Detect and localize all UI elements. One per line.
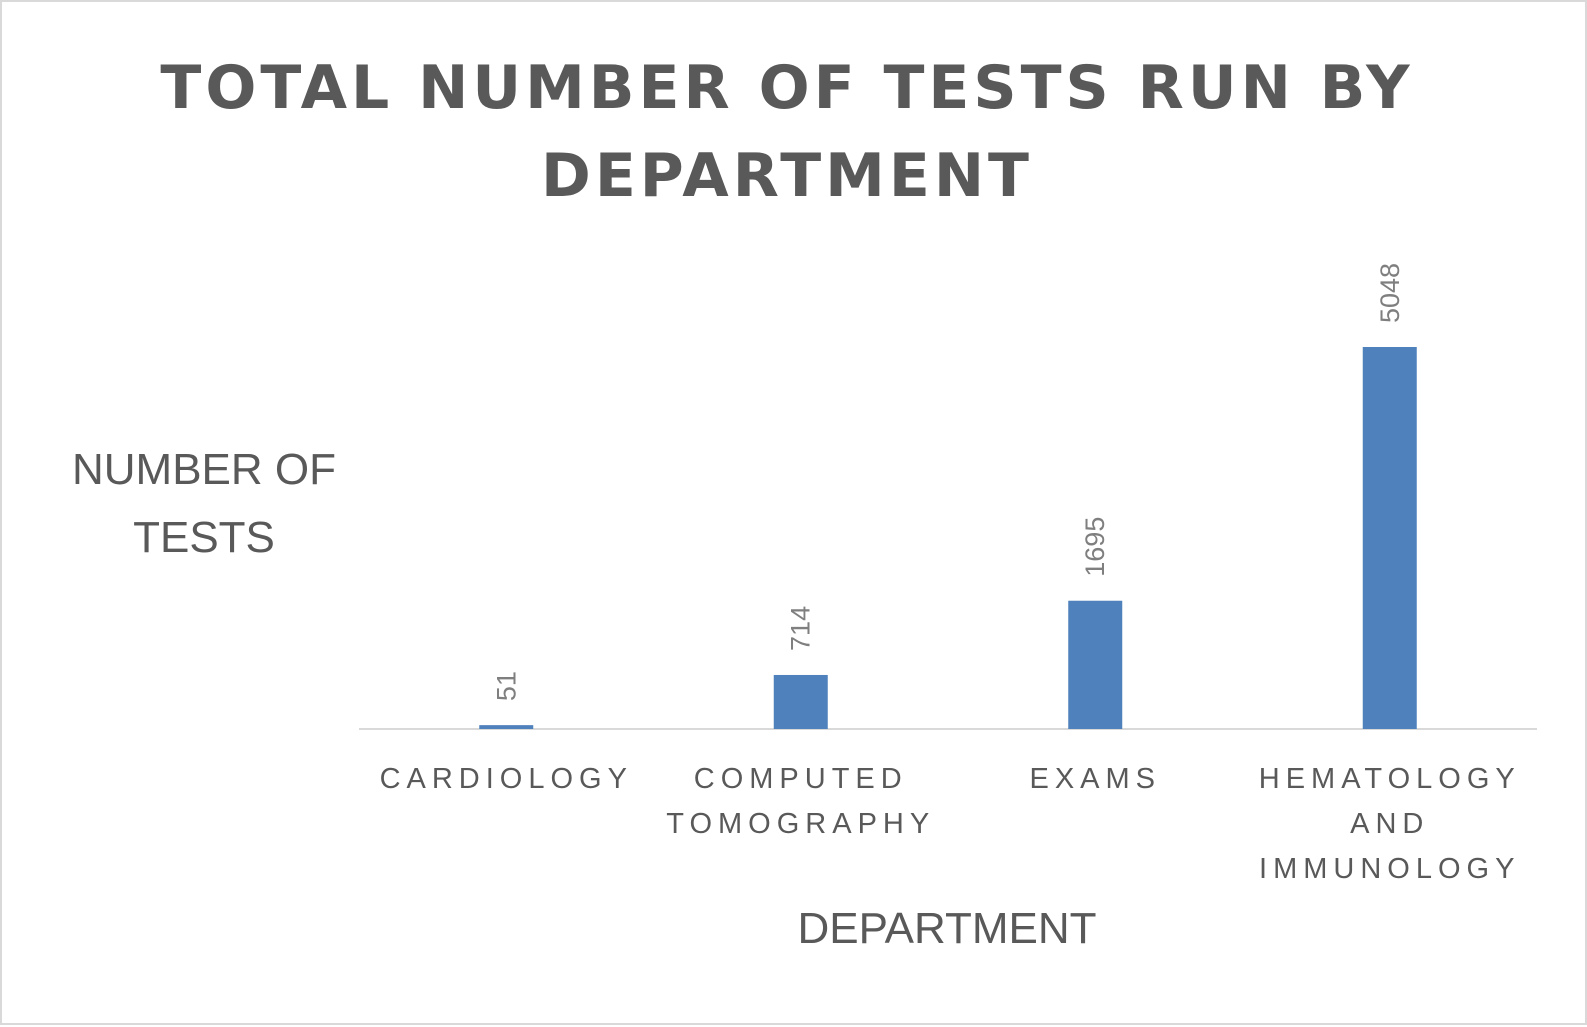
data-label: 1695 <box>1080 517 1110 577</box>
x-tick-label: EXAMS <box>1029 763 1161 795</box>
bar <box>479 725 534 729</box>
x-axis-title: DEPARTMENT <box>797 904 1097 953</box>
bar <box>1362 347 1417 729</box>
bar <box>773 674 828 729</box>
x-tick-label: COMPUTED TOMOGRAPHY <box>666 763 935 840</box>
x-tick-label: CARDIOLOGY <box>380 763 633 795</box>
x-tick-label: HEMATOLOGY AND IMMUNOLOGY <box>1259 763 1521 885</box>
chart-title: TOTAL NUMBER OF TESTS RUN BY DEPARTMENT <box>160 53 1414 211</box>
data-label: 5048 <box>1375 263 1405 323</box>
bar <box>1068 600 1123 729</box>
data-label: 714 <box>786 606 816 651</box>
data-label: 51 <box>491 671 521 701</box>
y-axis-title: NUMBER OF TESTS <box>72 445 336 562</box>
